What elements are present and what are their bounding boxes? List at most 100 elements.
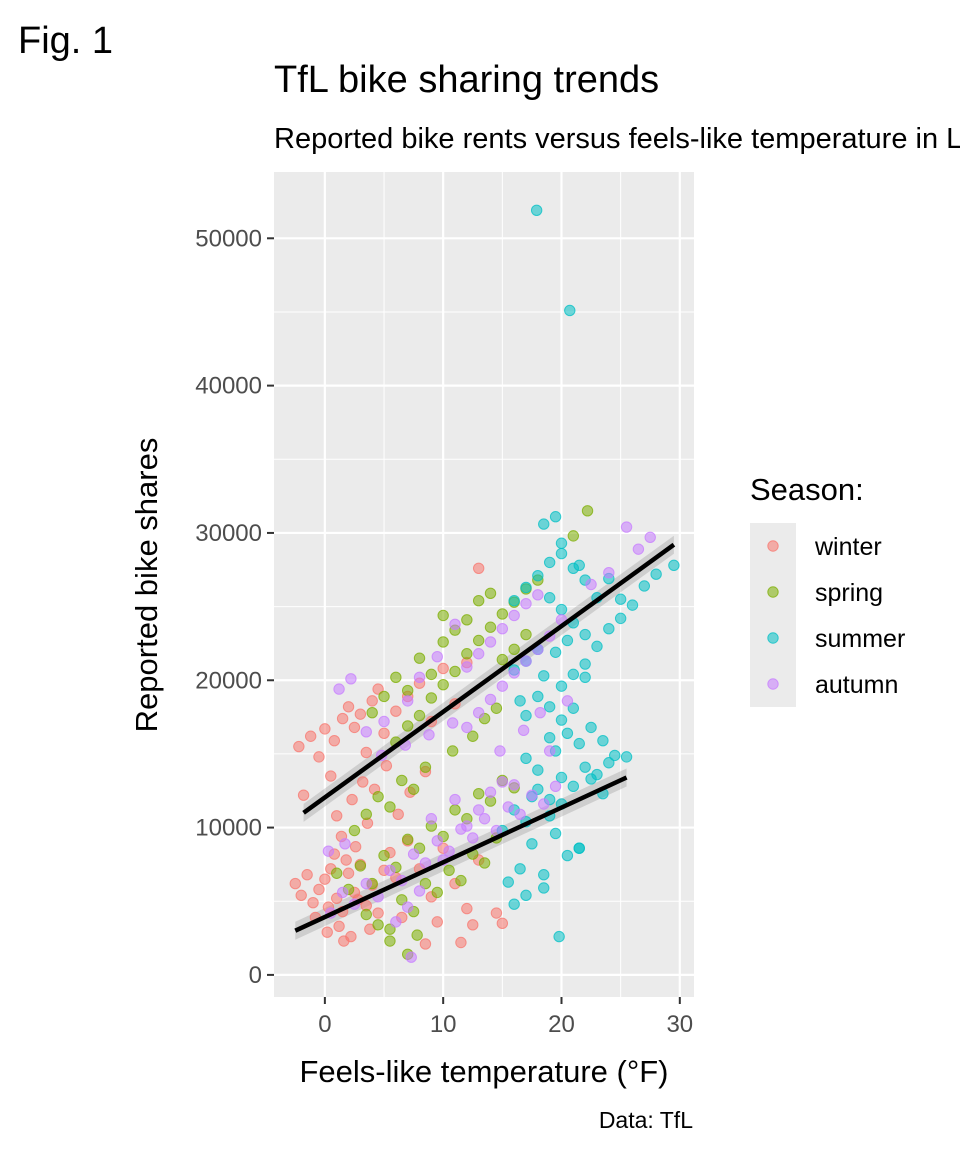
data-point-autumn — [585, 578, 597, 591]
data-point-spring — [484, 587, 497, 600]
data-point-summer — [561, 634, 574, 647]
data-point-autumn — [413, 885, 426, 897]
data-point-summer — [520, 752, 532, 765]
data-point-spring — [425, 668, 438, 681]
data-point-summer — [579, 761, 591, 773]
data-point-summer — [609, 749, 621, 762]
data-point-spring — [372, 919, 384, 931]
data-point-autumn — [345, 673, 357, 685]
data-point-autumn — [644, 531, 656, 544]
data-point-summer — [538, 869, 550, 881]
data-point-winter — [313, 883, 325, 896]
data-point-winter — [348, 721, 361, 734]
data-point-autumn — [478, 813, 491, 825]
data-point-autumn — [508, 667, 520, 679]
data-point-autumn — [449, 793, 461, 806]
data-point-summer — [538, 882, 550, 894]
data-point-summer — [514, 863, 526, 875]
data-point-summer — [614, 593, 627, 605]
data-point-autumn — [401, 695, 414, 707]
data-point-spring — [396, 774, 408, 787]
data-point-spring — [467, 730, 479, 742]
y-axis-label: Reported bike shares — [129, 438, 164, 733]
data-point-spring — [567, 530, 580, 542]
data-point-spring — [437, 636, 449, 648]
data-point-autumn — [333, 683, 345, 695]
data-point-autumn — [378, 715, 390, 728]
data-point-winter — [333, 920, 345, 932]
legend-title: Season: — [750, 472, 864, 507]
data-point-summer — [603, 757, 615, 769]
data-points — [289, 204, 680, 963]
data-point-spring — [384, 801, 396, 813]
data-point-spring — [390, 671, 402, 684]
data-point-summer — [514, 695, 526, 707]
data-point-summer — [543, 556, 556, 569]
data-point-autumn — [407, 848, 420, 860]
data-point-autumn — [461, 820, 473, 832]
y-tick-label: 50000 — [195, 225, 262, 252]
data-point-winter — [304, 730, 317, 742]
data-point-spring — [360, 908, 372, 921]
data-point-winter — [496, 917, 509, 930]
chart-subtitle: Reported bike rents versus feels-like te… — [274, 123, 960, 155]
data-point-winter — [321, 926, 333, 938]
data-point-autumn — [496, 622, 509, 635]
data-point-summer — [530, 204, 543, 217]
legend: Season: winter spring summer autumn — [750, 472, 905, 707]
data-point-autumn — [526, 789, 538, 801]
trend-line — [294, 775, 628, 933]
data-point-spring — [401, 720, 414, 732]
data-point-spring — [425, 692, 438, 704]
data-point-summer — [538, 670, 550, 682]
data-point-autumn — [360, 877, 372, 890]
data-point-autumn — [502, 801, 514, 813]
x-axis: 0 10 20 30 — [318, 997, 693, 1038]
data-point-winter — [378, 727, 390, 739]
data-point-summer — [555, 547, 568, 560]
data-point-autumn — [472, 804, 485, 816]
data-point-autumn — [543, 745, 556, 757]
data-point-autumn — [336, 886, 349, 899]
data-point-summer — [543, 592, 556, 604]
y-tick-label: 10000 — [195, 815, 262, 842]
y-tick-label: 20000 — [195, 667, 262, 694]
data-point-summer — [520, 889, 532, 902]
legend-label-winter: winter — [814, 533, 882, 561]
data-point-winter — [437, 662, 449, 675]
data-point-autumn — [425, 813, 438, 825]
data-point-spring — [372, 790, 384, 803]
data-point-spring — [449, 665, 461, 678]
data-point-winter — [390, 705, 402, 717]
data-point-autumn — [632, 543, 645, 555]
data-point-summer — [650, 568, 662, 580]
data-point-autumn — [339, 838, 351, 850]
data-point-spring — [419, 761, 432, 773]
data-point-winter — [392, 808, 404, 821]
data-point-autumn — [514, 808, 526, 821]
data-point-autumn — [446, 717, 459, 729]
data-point-autumn — [534, 706, 546, 719]
data-point-winter — [289, 877, 301, 890]
data-point-autumn — [423, 729, 435, 741]
data-point-spring — [508, 643, 520, 656]
data-point-summer — [561, 727, 574, 739]
data-point-winter — [319, 723, 331, 735]
data-point-autumn — [360, 726, 372, 738]
data-point-winter — [340, 854, 352, 866]
data-point-spring — [401, 833, 414, 846]
data-point-summer — [603, 622, 615, 635]
legend-label-autumn: autumn — [815, 671, 898, 699]
data-point-autumn — [461, 661, 473, 673]
legend-label-summer: summer — [815, 625, 905, 653]
data-point-winter — [455, 936, 467, 949]
data-point-winter — [354, 708, 367, 720]
data-point-winter — [325, 770, 337, 782]
data-point-spring — [581, 505, 594, 517]
data-point-autumn — [538, 798, 550, 810]
data-point-spring — [401, 684, 414, 697]
data-point-summer — [532, 764, 544, 776]
data-point-winter — [467, 919, 479, 931]
data-point-summer — [549, 646, 562, 658]
data-point-summer — [579, 658, 591, 670]
